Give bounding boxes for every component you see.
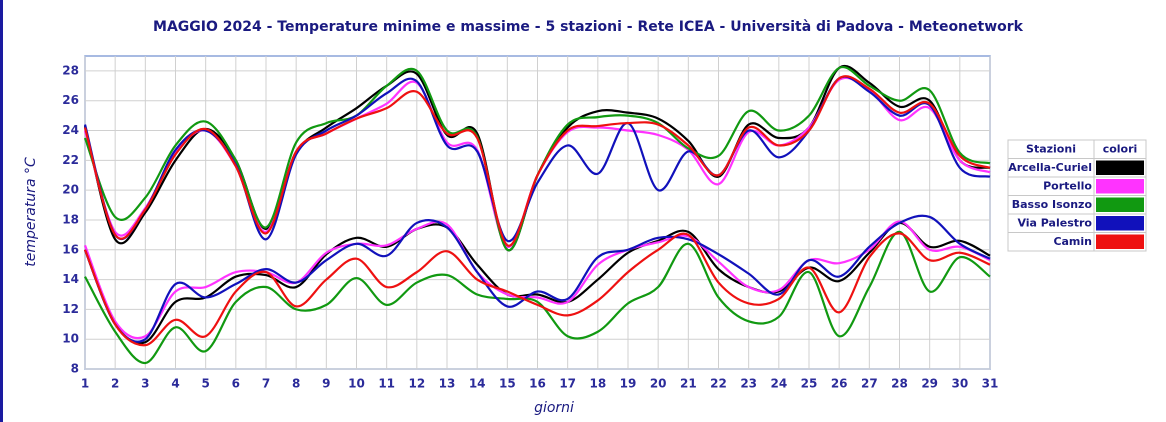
y-tick-label: 22 [62,153,79,167]
x-tick-label: 7 [262,377,270,391]
x-tick-label: 19 [620,377,637,391]
temperature-line [83,75,991,247]
grid [84,56,991,370]
temperature-line [83,214,991,343]
x-tick-label: 12 [408,377,425,391]
x-tick-label: 31 [982,377,999,391]
legend-header: Stazioni [1026,142,1076,155]
y-tick-label: 28 [62,63,79,77]
x-tick-label: 26 [831,377,848,391]
y-tick-label: 16 [62,242,79,256]
chart-title: MAGGIO 2024 - Temperature minime e massi… [153,19,1024,35]
x-tick-label: 4 [171,377,179,391]
legend-swatch [1096,179,1144,194]
x-tick-label: 15 [499,377,516,391]
legend-header: colori [1103,142,1138,155]
x-tick-label: 14 [469,377,486,391]
x-tick-label: 13 [439,377,456,391]
x-tick-label: 22 [710,377,727,391]
x-tick-label: 21 [680,377,697,391]
legend-label: Arcella-Curiel [1008,161,1092,174]
legend-swatch [1096,197,1144,212]
legend: Stazioni colori Arcella-Curiel Portello Bass… [1007,139,1147,252]
x-tick-label: 16 [529,377,546,391]
x-tick-label: 11 [378,377,395,391]
x-tick-label: 8 [292,377,300,391]
x-tick-label: 29 [921,377,938,391]
x-tick-label: 6 [232,377,240,391]
x-tick-label: 23 [740,377,757,391]
y-tick-label: 24 [62,123,79,137]
y-tick-label: 10 [62,332,79,346]
x-axis-label: giorni [534,400,574,416]
x-tick-label: 18 [589,377,606,391]
y-tick-label: 8 [71,362,79,376]
y-tick-label: 14 [62,272,79,286]
y-tick-label: 18 [62,212,79,226]
x-tick-label: 10 [348,377,365,391]
y-tick-label: 12 [62,302,79,316]
legend-swatch [1096,160,1144,175]
x-tick-label: 25 [801,377,818,391]
legend-swatch [1096,216,1144,231]
legend-label: Basso Isonzo [1012,198,1093,211]
temperature-line [83,221,991,345]
x-tick-label: 2 [111,377,119,391]
temperature-line [83,220,991,340]
legend-label: Camin [1053,235,1092,248]
x-tick-label: 9 [322,377,330,391]
x-tick-label: 28 [891,377,908,391]
x-tick-label: 20 [650,377,667,391]
legend-label: Via Palestro [1017,216,1092,229]
x-tick-label: 17 [559,377,576,391]
x-tick-label: 1 [81,377,89,391]
temperature-line [83,232,991,347]
y-axis-label: temperatura °C [23,157,39,267]
y-tick-label: 26 [62,93,79,107]
legend-label: Portello [1043,179,1092,192]
x-tick-label: 30 [951,377,968,391]
y-tick-label: 20 [62,183,79,197]
x-tick-label: 3 [141,377,149,391]
x-tick-label: 27 [861,377,878,391]
x-tick-label: 5 [201,377,209,391]
chart: MAGGIO 2024 - Temperature minime e massi… [23,19,1147,416]
legend-swatch [1096,234,1144,249]
x-tick-label: 24 [770,377,787,391]
